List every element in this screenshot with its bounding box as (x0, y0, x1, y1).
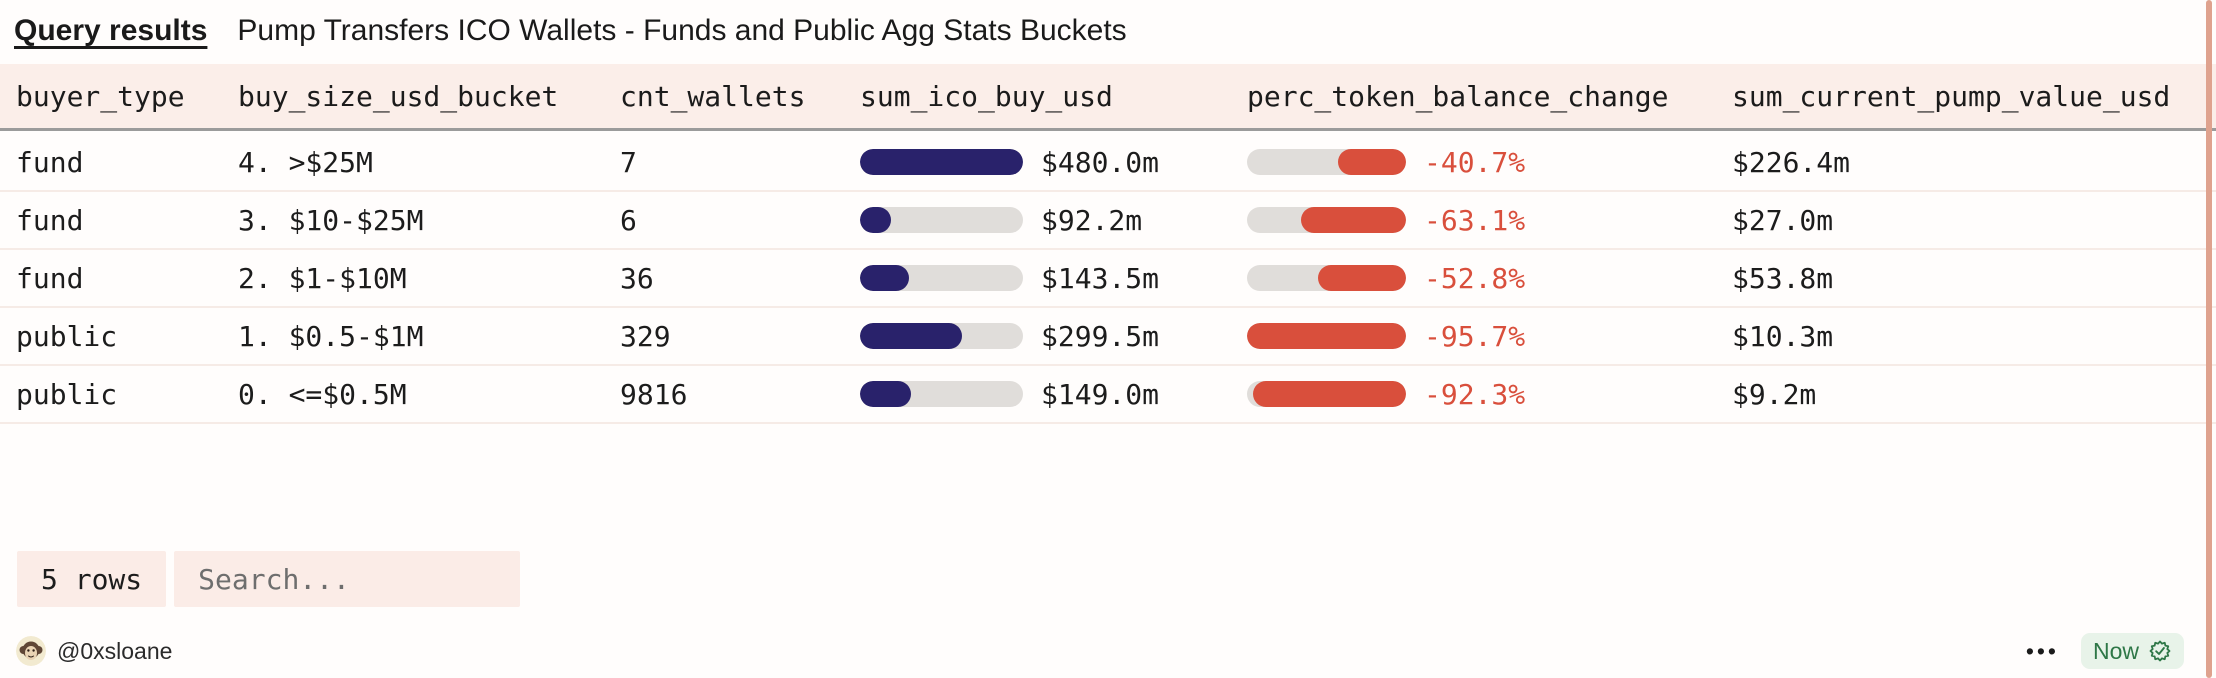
verified-check-icon (2149, 640, 2171, 662)
column-header-sum-ico-buy-usd[interactable]: sum_ico_buy_usd (860, 79, 1113, 113)
table-row: fund 4. >$25M 7 $480.0m -40.7% $226.4m (0, 134, 2216, 192)
ico-buy-bar-fill (860, 149, 1023, 175)
ico-buy-bar-track (860, 381, 1023, 407)
table-row: public 0. <=$0.5M 9816 $149.0m -92.3% $9… (0, 366, 2216, 424)
cell-cnt-wallets: 329 (620, 319, 671, 353)
ico-buy-bar-fill (860, 381, 911, 407)
cell-sum-current-pump-value: $226.4m (1732, 145, 1851, 179)
perc-change-bar-fill (1318, 265, 1406, 291)
cell-sum-ico-buy-usd: $149.0m (860, 378, 1247, 411)
cell-buy-size-bucket: 2. $1-$10M (238, 261, 407, 295)
tab-query-results[interactable]: Query results (14, 14, 208, 47)
perc-change-bar-fill (1301, 207, 1406, 233)
title-bar: Query results Pump Transfers ICO Wallets… (0, 0, 2196, 62)
cell-buyer-type: public (16, 319, 118, 353)
perc-change-bar-track (1247, 381, 1406, 407)
table-header: buyer_type buy_size_usd_bucket cnt_walle… (0, 64, 2216, 131)
ico-buy-bar-track (860, 323, 1023, 349)
footer-controls: 5 rows (17, 551, 521, 607)
column-header-perc-token-balance-change[interactable]: perc_token_balance_change (1247, 79, 1669, 113)
cell-buyer-type: fund (16, 261, 84, 295)
author-avatar[interactable] (16, 636, 46, 666)
cell-buy-size-bucket: 0. <=$0.5M (238, 377, 407, 411)
refresh-status-badge[interactable]: Now (2080, 633, 2184, 669)
cell-cnt-wallets: 36 (620, 261, 654, 295)
perc-change-bar-fill (1247, 323, 1406, 349)
cell-cnt-wallets: 6 (620, 203, 637, 237)
cell-buy-size-bucket: 4. >$25M (238, 145, 373, 179)
monkey-avatar-icon (16, 636, 46, 666)
cell-buyer-type: fund (16, 145, 84, 179)
cell-sum-ico-buy-usd: $480.0m (860, 146, 1247, 179)
ico-buy-value: $143.5m (1041, 261, 1160, 295)
table-body: fund 4. >$25M 7 $480.0m -40.7% $226.4m f… (0, 134, 2216, 424)
cell-sum-current-pump-value: $9.2m (1732, 377, 1817, 411)
cell-sum-current-pump-value: $53.8m (1732, 261, 1834, 295)
ico-buy-bar-fill (860, 207, 892, 233)
refresh-status-label: Now (2092, 637, 2139, 664)
column-header-buy-size-usd-bucket[interactable]: buy_size_usd_bucket (238, 79, 559, 113)
page-title[interactable]: Pump Transfers ICO Wallets - Funds and P… (237, 14, 1127, 47)
table-row: fund 3. $10-$25M 6 $92.2m -63.1% $27.0m (0, 192, 2216, 250)
column-header-sum-current-pump-value-usd[interactable]: sum_current_pump_value_usd (1732, 79, 2171, 113)
cell-sum-current-pump-value: $10.3m (1732, 319, 1834, 353)
ico-buy-bar-track (860, 149, 1023, 175)
ico-buy-bar-fill (860, 265, 909, 291)
perc-change-bar-track (1247, 207, 1406, 233)
cell-sum-current-pump-value: $27.0m (1732, 203, 1834, 237)
perc-change-bar-fill (1338, 149, 1406, 175)
row-count-badge: 5 rows (17, 551, 167, 607)
ico-buy-value: $480.0m (1041, 145, 1160, 179)
perc-change-bar-fill (1252, 381, 1406, 407)
ico-buy-value: $149.0m (1041, 377, 1160, 411)
perc-change-bar-track (1247, 323, 1406, 349)
overflow-menu-button[interactable]: ••• (2025, 637, 2059, 664)
ico-buy-value: $299.5m (1041, 319, 1160, 353)
column-header-buyer-type[interactable]: buyer_type (16, 79, 185, 113)
ico-buy-bar-track (860, 265, 1023, 291)
perc-change-bar-track (1247, 265, 1406, 291)
vertical-scrollbar[interactable] (2206, 0, 2212, 678)
cell-perc-token-balance-change: -95.7% (1247, 320, 1732, 353)
ico-buy-bar-fill (860, 323, 962, 349)
cell-perc-token-balance-change: -63.1% (1247, 204, 1732, 237)
column-header-cnt-wallets[interactable]: cnt_wallets (620, 79, 806, 113)
table-row: fund 2. $1-$10M 36 $143.5m -52.8% $53.8m (0, 250, 2216, 308)
cell-sum-ico-buy-usd: $143.5m (860, 262, 1247, 295)
cell-cnt-wallets: 7 (620, 145, 637, 179)
cell-sum-ico-buy-usd: $92.2m (860, 204, 1247, 237)
perc-change-value: -63.1% (1424, 203, 1526, 237)
cell-sum-ico-buy-usd: $299.5m (860, 320, 1247, 353)
cell-perc-token-balance-change: -92.3% (1247, 378, 1732, 411)
search-input[interactable] (174, 551, 521, 607)
perc-change-value: -40.7% (1424, 145, 1526, 179)
cell-buy-size-bucket: 3. $10-$25M (238, 203, 424, 237)
perc-change-bar-track (1247, 149, 1406, 175)
cell-perc-token-balance-change: -52.8% (1247, 262, 1732, 295)
cell-buy-size-bucket: 1. $0.5-$1M (238, 319, 424, 353)
ico-buy-bar-track (860, 207, 1023, 233)
cell-buyer-type: fund (16, 203, 84, 237)
cell-perc-token-balance-change: -40.7% (1247, 146, 1732, 179)
cell-buyer-type: public (16, 377, 118, 411)
ico-buy-value: $92.2m (1041, 203, 1143, 237)
attribution-bar: @0xsloane ••• Now (16, 630, 2184, 672)
perc-change-value: -95.7% (1424, 319, 1526, 353)
table-row: public 1. $0.5-$1M 329 $299.5m -95.7% $1… (0, 308, 2216, 366)
perc-change-value: -92.3% (1424, 377, 1526, 411)
author-handle[interactable]: @0xsloane (57, 637, 173, 664)
perc-change-value: -52.8% (1424, 261, 1526, 295)
cell-cnt-wallets: 9816 (620, 377, 688, 411)
